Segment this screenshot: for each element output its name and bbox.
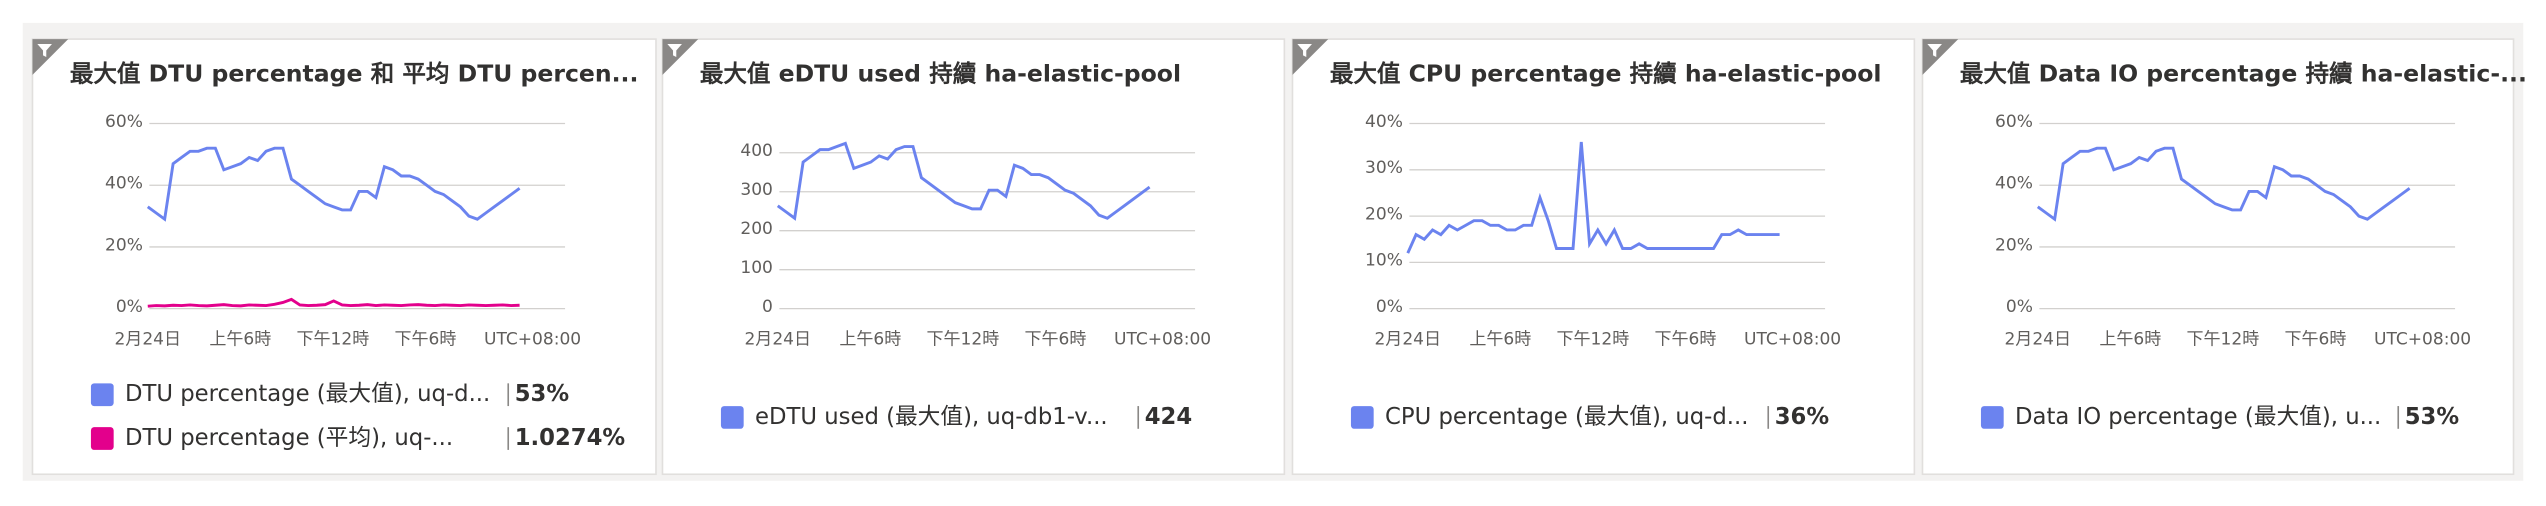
x-tick-label: 2月24日	[114, 329, 181, 349]
legend-name: DTU percentage (平均), uq-...	[125, 425, 453, 451]
chart-title: 最大值 Data IO percentage 持續 ha-elastic-...	[1960, 59, 2527, 87]
tile: 最大值 eDTU used 持續 ha-elastic-pool 0 100 200 3…	[661, 38, 1286, 476]
y-tick-label: 400	[740, 141, 773, 161]
legend-name: DTU percentage (最大值), uq-d...	[125, 381, 490, 407]
x-tick-label: 上午6時	[839, 329, 901, 349]
filter-icon	[667, 43, 682, 57]
y-tick-label: 20%	[1995, 235, 2033, 255]
legend-swatch	[1980, 406, 2004, 429]
series-line	[1406, 141, 1780, 254]
x-timezone: UTC+08:00	[1744, 329, 1841, 349]
y-tick-label: 40%	[1365, 112, 1403, 132]
x-tick-label: 2月24日	[2004, 329, 2071, 349]
x-tick-label: 下午12時	[2186, 329, 2259, 349]
legend-swatch	[90, 427, 114, 450]
filter-icon	[1297, 43, 1312, 57]
x-tick-label: 上午6時	[2099, 329, 2161, 349]
x-tick-label: 下午6時	[2284, 329, 2346, 349]
legend-swatch	[1350, 406, 1374, 429]
legend-value: 1.0274%	[515, 425, 626, 451]
chart-title: 最大值 eDTU used 持續 ha-elastic-pool	[700, 59, 1181, 87]
filter-icon	[37, 43, 52, 57]
tile: 最大值 Data IO percentage 持續 ha-elastic-...…	[1921, 38, 2527, 476]
x-timezone: UTC+08:00	[484, 329, 581, 349]
x-tick-label: 下午12時	[296, 329, 369, 349]
series-line	[147, 297, 520, 308]
y-tick-label: 0	[762, 297, 773, 317]
x-tick-label: 上午6時	[209, 329, 271, 349]
tile: 最大值 DTU percentage 和 平均 DTU percen... 0% 2…	[31, 38, 657, 476]
y-tick-label: 20%	[105, 235, 143, 255]
x-tick-label: 2月24日	[1374, 329, 1441, 349]
legend-name: CPU percentage (最大值), uq-d...	[1385, 404, 1748, 430]
y-tick-label: 20%	[1365, 204, 1403, 224]
series-line	[776, 141, 1151, 221]
y-tick-label: 40%	[1995, 174, 2033, 194]
x-tick-label: 下午6時	[1654, 329, 1716, 349]
chart-title: 最大值 DTU percentage 和 平均 DTU percen...	[70, 59, 639, 87]
tile-bg	[1291, 38, 1916, 476]
legend-swatch	[720, 406, 744, 429]
x-tick-label: 下午6時	[394, 329, 456, 349]
tile-bg	[661, 38, 1286, 476]
legend-name: eDTU used (最大值), uq-db1-v...	[755, 404, 1108, 430]
x-tick-label: 2月24日	[744, 329, 811, 349]
legend-value: 53%	[2405, 404, 2460, 430]
tile-bg	[1921, 38, 2515, 476]
legend-value: 424	[1145, 404, 1192, 430]
tile-bg	[31, 38, 657, 476]
y-tick-label: 60%	[105, 112, 143, 132]
y-tick-label: 0%	[1376, 297, 1403, 317]
legend-name: Data IO percentage (最大值), u...	[2015, 404, 2381, 430]
y-tick-label: 40%	[105, 174, 143, 194]
legend-swatch	[90, 383, 114, 407]
y-tick-label: 100	[740, 258, 773, 278]
x-timezone: UTC+08:00	[2374, 329, 2471, 349]
tile: 最大值 CPU percentage 持續 ha-elastic-pool 0% 1…	[1291, 38, 1916, 476]
y-tick-label: 60%	[1995, 112, 2033, 132]
y-tick-label: 0%	[116, 297, 143, 317]
series-line	[146, 146, 521, 222]
x-tick-label: 上午6時	[1469, 329, 1531, 349]
y-tick-label: 200	[740, 219, 773, 239]
chart-title: 最大值 CPU percentage 持續 ha-elastic-pool	[1330, 59, 1882, 87]
series-line	[2036, 146, 2411, 222]
filter-icon	[1927, 43, 1942, 57]
legend-value: 53%	[515, 381, 570, 407]
x-tick-label: 下午12時	[926, 329, 999, 349]
legend-value: 36%	[1775, 404, 1830, 430]
y-tick-label: 0%	[2006, 297, 2033, 317]
y-tick-label: 300	[740, 180, 773, 200]
x-timezone: UTC+08:00	[1114, 329, 1211, 349]
y-tick-label: 30%	[1365, 158, 1403, 178]
x-tick-label: 下午6時	[1024, 329, 1086, 349]
x-tick-label: 下午12時	[1556, 329, 1629, 349]
y-tick-label: 10%	[1365, 251, 1403, 271]
